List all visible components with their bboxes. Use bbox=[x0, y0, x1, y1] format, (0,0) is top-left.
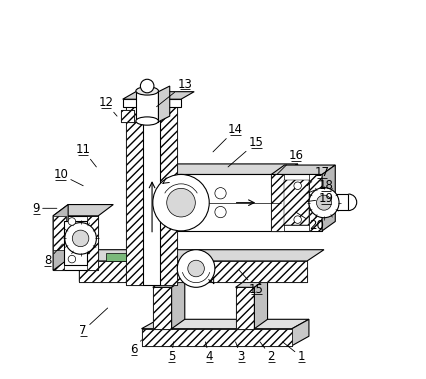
Polygon shape bbox=[153, 287, 172, 329]
Text: 17: 17 bbox=[307, 166, 330, 186]
Polygon shape bbox=[79, 250, 96, 282]
Text: 19: 19 bbox=[307, 193, 334, 205]
Circle shape bbox=[141, 79, 154, 93]
Polygon shape bbox=[236, 287, 254, 329]
Polygon shape bbox=[292, 319, 309, 346]
Text: 9: 9 bbox=[32, 202, 57, 215]
Polygon shape bbox=[130, 164, 298, 174]
Polygon shape bbox=[130, 174, 281, 231]
Bar bbox=[236, 287, 254, 329]
Polygon shape bbox=[271, 165, 335, 174]
Text: 1: 1 bbox=[282, 342, 305, 363]
Text: 12: 12 bbox=[98, 97, 117, 116]
Polygon shape bbox=[64, 221, 87, 265]
Polygon shape bbox=[160, 107, 177, 285]
Text: 3: 3 bbox=[236, 342, 245, 363]
Bar bbox=[87, 216, 98, 270]
Polygon shape bbox=[144, 107, 160, 285]
Bar bbox=[271, 174, 285, 231]
Text: 18: 18 bbox=[307, 179, 333, 193]
Polygon shape bbox=[79, 250, 324, 261]
Polygon shape bbox=[141, 319, 309, 329]
Polygon shape bbox=[322, 165, 335, 231]
Polygon shape bbox=[127, 107, 144, 285]
Text: 20: 20 bbox=[296, 212, 324, 232]
Bar bbox=[53, 216, 66, 250]
Text: 4: 4 bbox=[205, 342, 213, 363]
Polygon shape bbox=[254, 278, 268, 329]
Polygon shape bbox=[271, 174, 322, 231]
Circle shape bbox=[215, 188, 226, 199]
Bar bbox=[285, 180, 309, 225]
Text: 6: 6 bbox=[130, 340, 141, 356]
Bar bbox=[160, 107, 177, 285]
Circle shape bbox=[309, 188, 339, 218]
Polygon shape bbox=[79, 261, 307, 282]
Polygon shape bbox=[123, 92, 194, 99]
Bar bbox=[79, 261, 307, 282]
Polygon shape bbox=[172, 278, 185, 329]
Text: 15: 15 bbox=[228, 136, 264, 167]
Ellipse shape bbox=[136, 87, 158, 95]
Polygon shape bbox=[158, 86, 170, 122]
Text: 11: 11 bbox=[76, 144, 96, 167]
Polygon shape bbox=[53, 205, 68, 270]
Circle shape bbox=[215, 207, 226, 218]
Circle shape bbox=[188, 260, 204, 277]
Bar bbox=[153, 287, 172, 329]
Circle shape bbox=[167, 188, 195, 217]
Circle shape bbox=[68, 255, 76, 263]
Polygon shape bbox=[123, 99, 181, 107]
Polygon shape bbox=[322, 194, 348, 210]
Polygon shape bbox=[106, 254, 127, 261]
Text: 2: 2 bbox=[260, 342, 275, 363]
Polygon shape bbox=[121, 111, 134, 122]
Circle shape bbox=[317, 195, 331, 210]
Bar bbox=[309, 174, 322, 231]
Polygon shape bbox=[141, 329, 292, 346]
Text: 15: 15 bbox=[239, 270, 264, 296]
Polygon shape bbox=[281, 164, 298, 231]
Text: 5: 5 bbox=[168, 342, 176, 363]
Text: 13: 13 bbox=[157, 78, 192, 107]
Polygon shape bbox=[53, 205, 113, 216]
Circle shape bbox=[68, 218, 76, 225]
Polygon shape bbox=[153, 278, 185, 287]
Polygon shape bbox=[53, 216, 98, 270]
Circle shape bbox=[294, 182, 302, 190]
Text: 16: 16 bbox=[277, 149, 303, 174]
Ellipse shape bbox=[136, 117, 158, 125]
Bar bbox=[121, 111, 134, 122]
Text: 8: 8 bbox=[44, 244, 63, 268]
Text: 14: 14 bbox=[213, 123, 243, 152]
Circle shape bbox=[65, 222, 96, 254]
Polygon shape bbox=[236, 278, 268, 287]
Circle shape bbox=[177, 250, 215, 287]
Circle shape bbox=[294, 216, 302, 223]
Bar bbox=[141, 329, 292, 346]
Text: 10: 10 bbox=[53, 168, 83, 186]
Circle shape bbox=[72, 230, 89, 247]
Circle shape bbox=[153, 174, 209, 231]
Text: 7: 7 bbox=[80, 308, 108, 337]
Bar bbox=[53, 216, 64, 270]
Polygon shape bbox=[136, 92, 158, 122]
Bar bbox=[127, 107, 144, 285]
Polygon shape bbox=[285, 180, 309, 225]
